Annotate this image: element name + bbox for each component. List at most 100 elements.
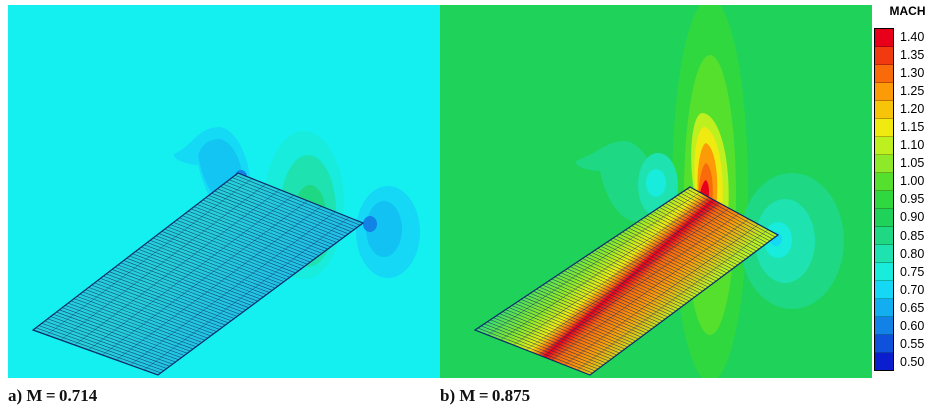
mesh-line: [138, 249, 264, 298]
legend-swatch: [875, 245, 893, 263]
mesh-line: [576, 262, 679, 310]
mesh-line: [70, 300, 197, 348]
mesh-line: [68, 302, 194, 350]
legend-label: 1.20: [900, 102, 925, 117]
mesh-line: [208, 195, 334, 245]
mesh-line: [147, 242, 273, 291]
legend-label: 1.25: [900, 84, 925, 99]
mesh-line: [33, 329, 159, 375]
mesh-line: [557, 274, 663, 322]
mesh-line: [597, 248, 698, 296]
mesh-line: [582, 258, 685, 306]
mesh-line: [73, 298, 200, 345]
wing-mesh-a: [33, 173, 363, 375]
mesh-line: [74, 189, 280, 346]
legend-swatch: [875, 209, 893, 227]
mesh-line: [76, 296, 203, 343]
mesh-line: [496, 315, 609, 362]
mesh-line: [141, 246, 267, 295]
mesh-line: [619, 233, 717, 282]
caption-panel-b: b) M = 0.875: [440, 386, 531, 405]
mesh-line: [508, 307, 620, 354]
legend-label: 0.70: [900, 282, 925, 297]
mesh-line: [234, 174, 361, 226]
mesh-line: [502, 311, 615, 358]
mesh-line: [577, 229, 769, 371]
mesh-line: [152, 237, 279, 287]
mesh-line: [193, 206, 320, 256]
mesh-line: [631, 225, 728, 274]
mesh-line: [120, 262, 246, 311]
caption-panel-a: a) M = 0.714: [8, 386, 98, 405]
legend-swatch: [875, 29, 893, 47]
legend-label: 0.90: [900, 210, 925, 225]
legend-label: 1.10: [900, 138, 925, 153]
mesh-line: [44, 320, 170, 367]
mesh-line: [126, 257, 252, 306]
legend-label: 0.50: [900, 354, 925, 369]
legend-label: 1.40: [900, 30, 925, 45]
mesh-line: [150, 240, 276, 289]
mesh-line: [610, 239, 709, 288]
legend-swatch: [875, 263, 893, 281]
mesh-line: [570, 266, 674, 314]
mesh-line: [191, 208, 317, 258]
mesh-line: [606, 241, 706, 290]
mesh-line: [538, 213, 740, 356]
mesh-line: [65, 305, 191, 352]
mesh-line: [625, 229, 722, 278]
legend-swatch: [875, 137, 893, 155]
mesh-line: [85, 289, 211, 337]
legend-labels: 1.40 1.35 1.30 1.25 1.20 1.15 1.10 1.05 1.00 0.95…: [900, 28, 941, 371]
legend-label: 0.80: [900, 246, 925, 261]
mesh-line: [493, 317, 607, 364]
mesh-line: [505, 309, 617, 356]
mesh-line: [551, 218, 749, 361]
mesh-line: [188, 210, 314, 261]
mesh-line: [677, 194, 768, 244]
mach-legend: MACH 1.40 1.35 1.30 1.25 1.20 1.15 1.10 1.05 1.0…: [874, 0, 941, 378]
mesh-line: [477, 327, 593, 374]
contour-panel-b: [440, 5, 872, 378]
mesh-line: [59, 309, 185, 356]
mesh-line: [533, 290, 642, 338]
mesh-line: [668, 201, 760, 250]
mesh-line: [202, 199, 328, 250]
mesh-line: [217, 188, 343, 239]
wing-mesh-b: [475, 187, 778, 375]
mesh-line: [536, 288, 644, 336]
mesh-line: [514, 303, 626, 350]
mesh-line: [560, 272, 666, 320]
mesh-line: [600, 245, 701, 294]
mesh-line: [613, 237, 711, 286]
mesh-line: [109, 271, 235, 319]
mesh-line: [490, 319, 604, 366]
mesh-line: [158, 233, 285, 282]
mesh-line: [545, 282, 652, 330]
mesh-line: [176, 219, 302, 269]
mesh-line: [229, 179, 355, 230]
mesh-line: [665, 203, 757, 252]
mesh-line: [116, 206, 322, 361]
mesh-line: [35, 327, 162, 374]
mesh-line: [548, 280, 655, 328]
mesh-line: [525, 208, 730, 351]
legend-title: MACH: [889, 4, 926, 18]
mesh-line: [653, 211, 746, 260]
legend-swatch: [875, 335, 893, 353]
mesh-line: [637, 221, 733, 270]
mesh-line: [539, 286, 647, 334]
legend-swatch: [875, 173, 893, 191]
legend-swatch: [875, 155, 893, 173]
mesh-line: [649, 213, 744, 262]
mesh-line: [640, 219, 736, 268]
mesh-line: [130, 211, 336, 366]
legend-label: 1.35: [900, 48, 925, 63]
mesh-line: [585, 256, 687, 304]
mesh-line: [643, 217, 738, 266]
mach-contour-plot-a: [8, 5, 440, 378]
mesh-line: [88, 287, 214, 335]
mesh-line: [527, 295, 636, 342]
mesh-line: [102, 200, 308, 356]
legend-swatch: [875, 299, 893, 317]
